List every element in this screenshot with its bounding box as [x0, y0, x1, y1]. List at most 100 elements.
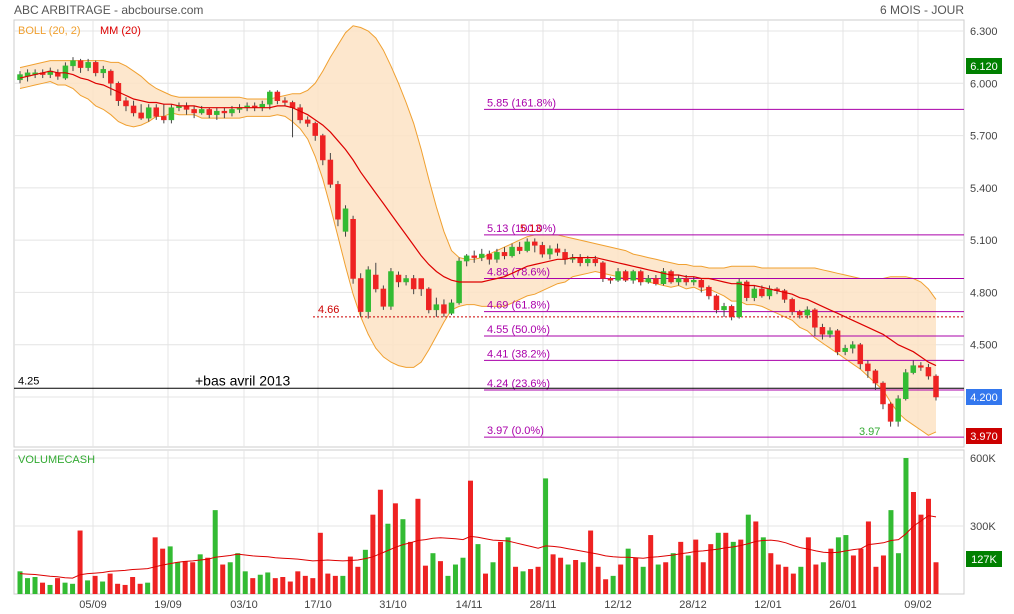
- volume-bar: [603, 579, 609, 594]
- volume-bar: [137, 583, 143, 594]
- fib-level-label: 4.24 (23.6%): [487, 378, 550, 390]
- ma20-line: [19, 70, 937, 367]
- candle-body: [380, 288, 387, 307]
- candle-body: [706, 286, 712, 297]
- date-axis-tick: 19/09: [154, 599, 182, 611]
- volume-bar: [595, 566, 601, 594]
- candle-body: [910, 365, 917, 373]
- price-axis-tick: 5.700: [970, 131, 998, 143]
- volume-bar: [685, 555, 691, 594]
- volume-bar: [430, 553, 436, 594]
- candle-body: [796, 311, 803, 316]
- candle-body: [577, 257, 583, 264]
- volume-bar: [580, 562, 586, 594]
- fib-level-label: 5.13 (100.0%): [487, 223, 556, 235]
- volume-tag: 127K: [971, 554, 997, 566]
- candle-body: [486, 253, 493, 260]
- volume-bar: [475, 544, 481, 594]
- candle-body: [153, 107, 160, 117]
- volume-bar: [490, 562, 496, 594]
- candle-body: [804, 309, 811, 316]
- candle-body: [448, 302, 455, 314]
- volume-bar: [618, 564, 624, 594]
- volume-bar: [640, 566, 646, 594]
- volume-bar: [573, 560, 579, 594]
- volume-bar: [265, 572, 271, 594]
- candle-body: [138, 112, 144, 119]
- volume-bar: [760, 537, 766, 594]
- candle-body: [145, 107, 152, 119]
- volume-ma-line: [19, 515, 937, 579]
- chart-title: ABC ARBITRAGE - abcbourse.com: [14, 3, 203, 17]
- candle-body: [433, 304, 440, 311]
- date-axis-tick: 28/12: [679, 599, 707, 611]
- fib-level-label: 3.97 (0.0%): [487, 425, 544, 437]
- volume-bar: [753, 521, 759, 594]
- date-axis-tick: 12/12: [604, 599, 632, 611]
- volume-bar: [790, 573, 796, 594]
- april-low-annotation: +bas avril 2013: [195, 372, 291, 388]
- volume-bar: [332, 575, 338, 594]
- candle-body: [645, 278, 652, 283]
- volume-bar: [100, 581, 106, 594]
- bollinger-upper: [19, 25, 937, 300]
- candle-body: [615, 271, 621, 281]
- volume-bar: [700, 562, 706, 594]
- annotations: 4.66 4.25 +bas avril 2013 3.97 5.13: [14, 223, 964, 438]
- candle-body: [327, 159, 334, 185]
- candle-body: [108, 70, 114, 84]
- volume-bar: [565, 564, 571, 594]
- volume-bar: [775, 564, 781, 594]
- volume-bar: [445, 575, 451, 594]
- candle-body: [925, 367, 932, 377]
- candle-body: [872, 370, 879, 384]
- volume-panel-title: VOLUMECASH: [18, 454, 95, 466]
- volume-bar: [768, 553, 774, 594]
- candle-body: [607, 278, 614, 281]
- candle-body: [691, 279, 697, 283]
- candle-body: [562, 252, 568, 260]
- candle-body: [849, 344, 856, 349]
- volume-panel-frame: [13, 449, 965, 595]
- volume-bar: [32, 577, 38, 594]
- axes: 6.300 6.000 5.700 5.400 5.100 4.800 4.500 4.200…: [79, 26, 997, 611]
- volume-bar: [205, 557, 211, 594]
- volume-bar: [452, 564, 458, 594]
- candle-body: [494, 252, 500, 260]
- date-axis-tick: 31/10: [379, 599, 407, 611]
- volume-bar: [888, 510, 894, 594]
- volume-bar: [745, 514, 751, 594]
- volume-bar: [723, 532, 729, 594]
- bollinger-band: [19, 25, 937, 436]
- candle-body: [229, 109, 235, 114]
- volume-bar: [287, 581, 293, 594]
- volume-bar: [347, 556, 353, 594]
- candle-body: [668, 271, 674, 283]
- volume-bar: [242, 571, 248, 594]
- candle-body: [516, 246, 523, 251]
- overlap-value-label: 5.13: [520, 223, 541, 235]
- volume-bar: [212, 510, 218, 594]
- volume-bar: [805, 537, 811, 594]
- candle-body: [418, 278, 424, 290]
- volume-bar: [325, 573, 331, 594]
- volume-bar: [625, 548, 631, 594]
- candle-body: [100, 69, 107, 74]
- volume-bar: [730, 541, 736, 594]
- volume-bar: [535, 566, 541, 594]
- candle-body: [728, 306, 735, 318]
- volume-bar: [400, 519, 406, 594]
- moving-average: [19, 70, 937, 367]
- candle-body: [698, 279, 705, 288]
- volume-bar: [813, 564, 819, 594]
- volume-bar: [828, 548, 834, 594]
- candle-body: [70, 60, 76, 67]
- volume-bar: [798, 566, 804, 594]
- candle-body: [388, 271, 394, 307]
- volume-bar: [160, 548, 166, 594]
- volume-bar: [77, 530, 83, 594]
- price-axis-tick: 6.000: [970, 78, 998, 90]
- candle-body: [902, 372, 909, 399]
- candle-body: [918, 365, 924, 368]
- candle-body: [62, 65, 69, 79]
